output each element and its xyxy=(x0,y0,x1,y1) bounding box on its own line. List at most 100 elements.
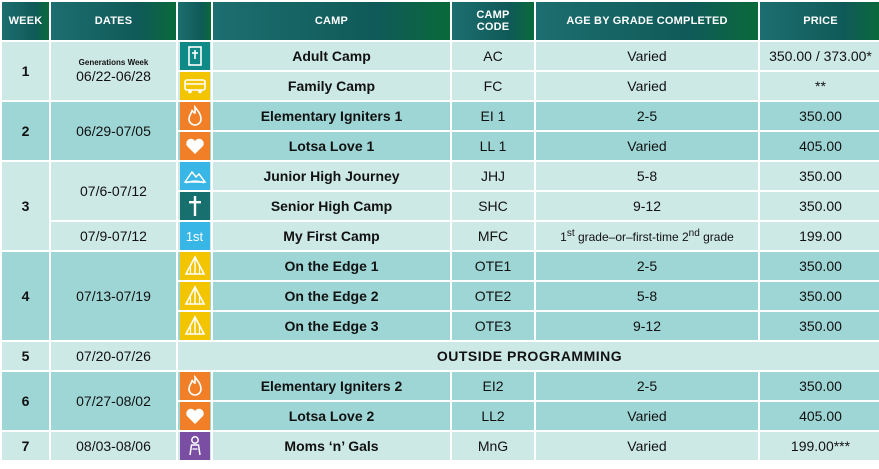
camp-price: 199.00*** xyxy=(760,432,879,460)
header-dates: DATES xyxy=(51,2,176,40)
camp-name: Junior High Journey xyxy=(213,162,450,190)
table-row: 5 07/20-07/26 OUTSIDE PROGRAMMING xyxy=(2,342,879,370)
table-row: Family Camp FC Varied ** xyxy=(2,72,879,100)
table-row: 7 08/03-08/06 Moms ‘n’ Gals MnG Varied 1… xyxy=(2,432,879,460)
camp-name: Adult Camp xyxy=(213,42,450,70)
table-row: On the Edge 2 OTE2 5-8 350.00 xyxy=(2,282,879,310)
camp-code: JHJ xyxy=(452,162,534,190)
week-number: 6 xyxy=(2,372,49,430)
camp-price: 350.00 xyxy=(760,312,879,340)
camp-age: 2-5 xyxy=(536,102,758,130)
week-dates: 07/9-07/12 xyxy=(51,222,176,250)
camp-name: Lotsa Love 1 xyxy=(213,132,450,160)
header-row: WEEK DATES CAMP CAMP CODE AGE BY GRADE CO… xyxy=(2,2,879,40)
header-age: AGE BY GRADE COMPLETED xyxy=(536,2,758,40)
header-icon xyxy=(178,2,211,40)
week-dates: 07/6-07/12 xyxy=(51,162,176,220)
week-dates: 07/13-07/19 xyxy=(51,252,176,340)
camp-age: Varied xyxy=(536,42,758,70)
table-row: 2 06/29-07/05 Elementary Igniters 1 EI 1… xyxy=(2,102,879,160)
header-week: WEEK xyxy=(2,2,49,40)
flame-icon xyxy=(179,102,210,130)
heart-icon xyxy=(179,402,210,430)
camp-price: 350.00 xyxy=(760,252,879,280)
camp-code: MFC xyxy=(452,222,534,250)
camp-age: Varied xyxy=(536,402,758,430)
camp-name: Moms ‘n’ Gals xyxy=(213,432,450,460)
week-number: 2 xyxy=(2,102,49,160)
camp-name: On the Edge 2 xyxy=(213,282,450,310)
first-icon-label: 1st xyxy=(185,228,204,244)
header-price: PRICE xyxy=(760,2,879,40)
camp-name: On the Edge 3 xyxy=(213,312,450,340)
camp-name: Lotsa Love 2 xyxy=(213,402,450,430)
camp-age: 2-5 xyxy=(536,252,758,280)
camp-age: Varied xyxy=(536,72,758,100)
tent-icon xyxy=(179,252,210,280)
flame-icon xyxy=(179,372,210,400)
table-row: 4 07/13-07/19 On the Edge 1 OTE1 2-5 350… xyxy=(2,252,879,340)
bible-icon xyxy=(179,42,210,70)
week-dates: Generations Week 06/22-06/28 xyxy=(51,42,176,100)
camp-price: 350.00 xyxy=(760,102,879,130)
camp-price: 350.00 xyxy=(760,192,879,220)
bus-icon xyxy=(179,72,210,100)
week-dates: 08/03-08/06 xyxy=(51,432,176,460)
camp-code: OTE3 xyxy=(452,312,534,340)
week-number: 4 xyxy=(2,252,49,340)
week-dates: 07/20-07/26 xyxy=(51,342,176,370)
camp-name: On the Edge 1 xyxy=(213,252,450,280)
camp-name: Senior High Camp xyxy=(213,192,450,220)
camp-price: 405.00 xyxy=(760,402,879,430)
camp-code: EI 1 xyxy=(452,102,534,130)
camp-age: 1st grade–or–first-time 2nd grade xyxy=(536,222,758,250)
camp-code: EI2 xyxy=(452,372,534,400)
table-row: Lotsa Love 2 LL2 Varied 405.00 xyxy=(2,402,879,430)
camp-age: 5-8 xyxy=(536,162,758,190)
camp-code: MnG xyxy=(452,432,534,460)
camp-price: 350.00 xyxy=(760,282,879,310)
table-row: On the Edge 3 OTE3 9-12 350.00 xyxy=(2,312,879,340)
table-row: Senior High Camp SHC 9-12 350.00 xyxy=(2,192,879,220)
camp-age: 5-8 xyxy=(536,282,758,310)
woman-icon xyxy=(179,432,210,460)
camp-price: ** xyxy=(760,72,879,100)
camp-price: 350.00 xyxy=(760,372,879,400)
camp-age: 2-5 xyxy=(536,372,758,400)
camp-age: Varied xyxy=(536,432,758,460)
table-row: 6 07/27-08/02 Elementary Igniters 2 EI2 … xyxy=(2,372,879,430)
outside-programming: OUTSIDE PROGRAMMING xyxy=(178,342,879,370)
camp-name: Elementary Igniters 1 xyxy=(213,102,450,130)
header-camp-code: CAMP CODE xyxy=(452,2,534,40)
week-number: 3 xyxy=(2,162,49,250)
camp-code: FC xyxy=(452,72,534,100)
tent-icon xyxy=(179,282,210,310)
table-row: Lotsa Love 1 LL 1 Varied 405.00 xyxy=(2,132,879,160)
table-row: 3 07/6-07/12 Junior High Journey JHJ 5-8… xyxy=(2,162,879,250)
week-dates: 07/27-08/02 xyxy=(51,372,176,430)
table-row: 07/9-07/12 1st My First Camp MFC 1st gra… xyxy=(2,222,879,250)
camp-code: LL2 xyxy=(452,402,534,430)
first-icon: 1st xyxy=(179,222,210,250)
camp-name: Family Camp xyxy=(213,72,450,100)
heart-icon xyxy=(179,132,210,160)
mountain-icon xyxy=(179,162,210,190)
camp-code: OTE1 xyxy=(452,252,534,280)
table-row: 1 Generations Week 06/22-06/28 Adult Camp… xyxy=(2,42,879,100)
week-number: 5 xyxy=(2,342,49,370)
week-dates: 06/29-07/05 xyxy=(51,102,176,160)
camp-age: 9-12 xyxy=(536,192,758,220)
camp-price: 350.00 xyxy=(760,162,879,190)
cross-icon xyxy=(179,192,210,220)
camp-price: 350.00 / 373.00* xyxy=(760,42,879,70)
header-camp: CAMP xyxy=(213,2,450,40)
camp-code: LL 1 xyxy=(452,132,534,160)
camp-age: Varied xyxy=(536,132,758,160)
camp-code: SHC xyxy=(452,192,534,220)
camp-age: 9-12 xyxy=(536,312,758,340)
camp-code: AC xyxy=(452,42,534,70)
generations-week-note: Generations Week xyxy=(78,58,149,67)
week-number: 1 xyxy=(2,42,49,100)
camp-code: OTE2 xyxy=(452,282,534,310)
